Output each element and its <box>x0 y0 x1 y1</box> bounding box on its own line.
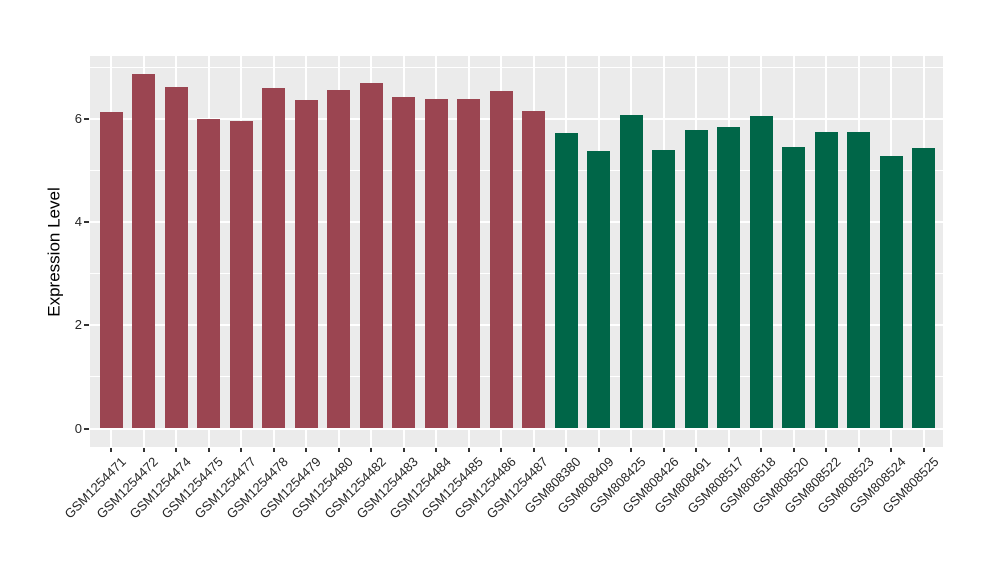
y-tick-mark <box>84 427 89 430</box>
bar <box>554 133 578 429</box>
y-tick-label: 6 <box>74 111 82 127</box>
x-tick-mark <box>402 448 405 452</box>
bar <box>587 150 610 429</box>
x-tick-mark <box>305 448 307 452</box>
y-tick-mark <box>84 324 89 327</box>
x-tick-mark <box>240 448 242 452</box>
bar <box>847 132 870 429</box>
bar <box>327 89 350 429</box>
gridline-major-h <box>90 118 943 121</box>
gridline-major-h <box>90 427 943 430</box>
y-axis-title-text: Expression Level <box>45 186 64 317</box>
bar <box>359 82 383 429</box>
bar <box>782 146 805 429</box>
x-tick-mark <box>857 448 860 452</box>
y-tick-label: 0 <box>74 420 82 436</box>
bar <box>294 99 318 429</box>
y-tick-label: 4 <box>74 214 82 230</box>
x-tick-mark <box>792 448 795 452</box>
y-tick-mark <box>84 118 89 121</box>
x-tick-mark <box>727 448 730 452</box>
x-tick-mark <box>695 448 697 452</box>
gridline-minor-h <box>90 67 943 69</box>
gridline-minor-h <box>90 273 943 275</box>
bar <box>489 91 513 429</box>
x-tick-mark <box>272 448 275 452</box>
x-tick-mark <box>175 448 177 452</box>
bar <box>164 87 188 429</box>
x-tick-mark <box>662 448 665 452</box>
gridline-minor-h <box>90 170 943 172</box>
x-tick-mark <box>890 448 892 452</box>
bar <box>229 120 253 429</box>
x-tick-mark <box>370 448 372 452</box>
bar <box>99 112 123 429</box>
x-tick-mark <box>760 448 762 452</box>
x-tick-mark <box>207 448 210 452</box>
bar <box>619 114 643 429</box>
x-tick-mark <box>532 448 535 452</box>
bar <box>879 156 903 429</box>
gridline-major-h <box>90 324 943 327</box>
bar <box>749 115 773 429</box>
bar <box>684 129 708 429</box>
x-tick-mark <box>467 448 470 452</box>
bar <box>912 147 935 429</box>
gridline-major-h <box>90 221 943 224</box>
bar <box>197 119 220 429</box>
x-tick-mark <box>435 448 437 452</box>
x-tick-mark <box>142 448 145 452</box>
bar <box>814 132 838 429</box>
x-tick-mark <box>922 448 925 452</box>
y-tick-label: 2 <box>74 317 82 333</box>
bar <box>522 111 545 429</box>
bar <box>132 73 155 429</box>
bar <box>262 88 285 429</box>
x-tick-mark <box>825 448 827 452</box>
bar <box>392 96 415 429</box>
x-tick-mark <box>500 448 502 452</box>
x-tick-mark <box>110 448 112 452</box>
plot-panel <box>90 56 943 447</box>
x-tick-mark <box>597 448 600 452</box>
bar <box>457 99 480 429</box>
x-tick-mark <box>565 448 567 452</box>
bar <box>424 99 448 429</box>
gridline-minor-h <box>90 376 943 378</box>
y-tick-mark <box>84 221 89 224</box>
bar <box>717 127 740 429</box>
bar <box>652 149 675 429</box>
x-tick-mark <box>337 448 340 452</box>
x-tick-mark <box>630 448 632 452</box>
